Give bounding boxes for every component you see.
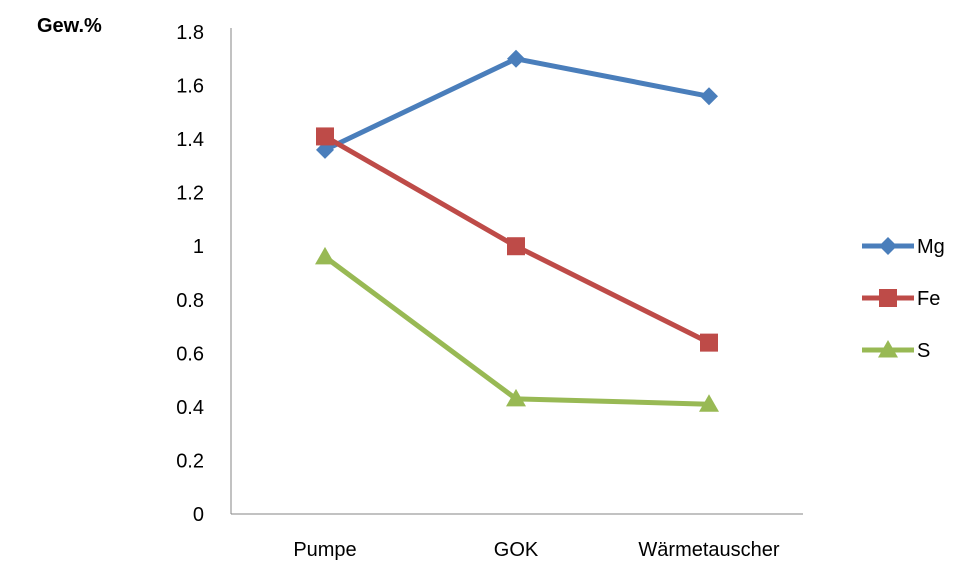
y-tick-label: 0.8 — [176, 290, 204, 312]
series-s-point — [506, 388, 526, 407]
y-tick-label: 0.6 — [176, 343, 204, 365]
series-s-line — [322, 254, 712, 407]
y-tick-label: 0 — [193, 504, 204, 526]
y-tick-label: 0.2 — [176, 450, 204, 472]
series-mg-point — [700, 87, 718, 106]
legend-item-mg: Mg — [862, 236, 945, 258]
series-mg-point — [507, 49, 525, 68]
x-tick-label: Wärmetauscher — [638, 539, 779, 561]
x-tick-label: GOK — [494, 539, 539, 561]
series-fe — [316, 127, 718, 352]
axes — [230, 28, 803, 515]
legend: Mg Fe S — [862, 236, 945, 362]
legend-marker-mg — [879, 237, 897, 255]
series-fe-point — [700, 333, 718, 352]
legend-label-s: S — [917, 340, 930, 362]
y-tick-label: 1.4 — [176, 129, 204, 151]
y-axis-title: Gew.% — [37, 15, 102, 37]
legend-marker-fe — [879, 289, 897, 307]
legend-item-s: S — [862, 340, 930, 362]
legend-marker-s — [878, 340, 898, 358]
series-s-point — [315, 246, 335, 265]
series-mg — [316, 49, 718, 159]
x-tick-labels: Pumpe GOK Wärmetauscher — [293, 539, 780, 561]
y-tick-label: 0.4 — [176, 397, 204, 419]
y-tick-label: 1.8 — [176, 22, 204, 44]
series-mg-line — [322, 56, 712, 153]
legend-label-fe: Fe — [917, 288, 940, 310]
series-group — [315, 49, 719, 412]
series-fe-point — [507, 237, 525, 256]
x-tick-label: Pumpe — [293, 539, 356, 561]
y-tick-label: 1 — [193, 236, 204, 258]
series-s-point — [699, 394, 719, 412]
series-fe-point — [316, 127, 334, 146]
y-tick-label: 1.2 — [176, 183, 204, 205]
legend-item-fe: Fe — [862, 288, 940, 310]
y-tick-labels: 0 0.2 0.4 0.6 0.8 1 1.2 1.4 1.6 1.8 — [176, 22, 204, 526]
legend-label-mg: Mg — [917, 236, 945, 258]
y-tick-label: 1.6 — [176, 76, 204, 98]
series-s — [315, 246, 719, 412]
